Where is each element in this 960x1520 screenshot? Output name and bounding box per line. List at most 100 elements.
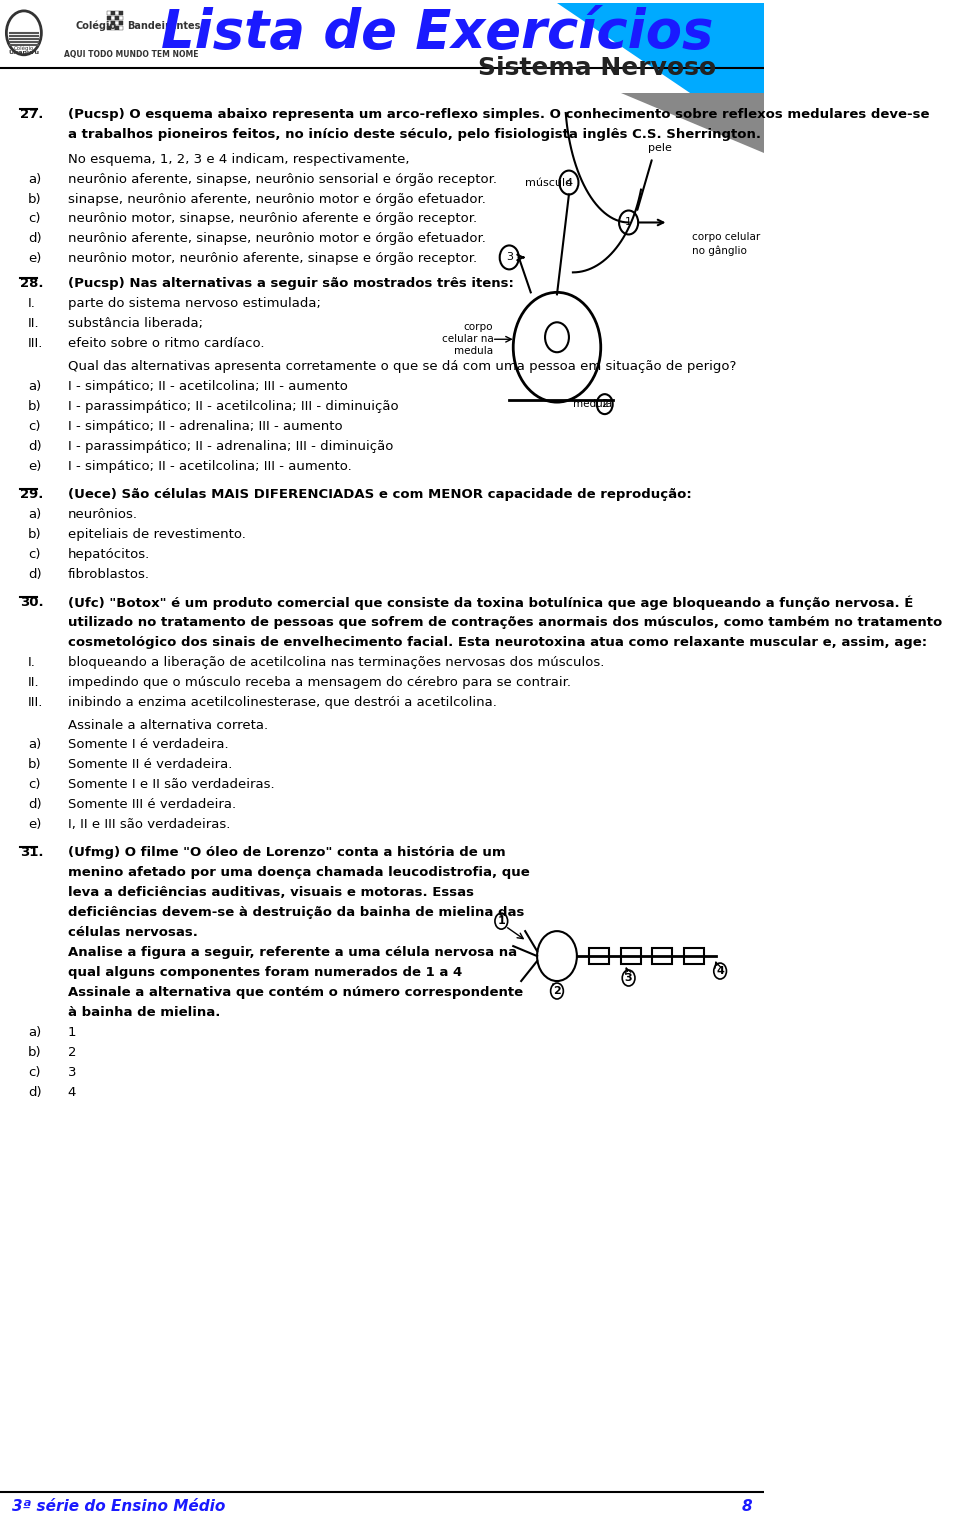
Bar	[653, 948, 672, 964]
Text: (Pucsp) O esquema abaixo representa um arco-reflexo simples. O conhecimento sobr: (Pucsp) O esquema abaixo representa um a…	[67, 108, 929, 120]
Text: d): d)	[28, 233, 41, 245]
Bar	[111, 15, 114, 20]
Text: qual alguns componentes foram numerados de 1 a 4: qual alguns componentes foram numerados …	[67, 967, 462, 979]
Bar	[108, 15, 110, 20]
Text: I - parassimpático; II - acetilcolina; III - diminuição: I - parassimpático; II - acetilcolina; I…	[67, 400, 398, 413]
Text: 2: 2	[67, 1046, 76, 1059]
Text: à bainha de mielina.: à bainha de mielina.	[67, 1006, 220, 1018]
Text: Uirapuru: Uirapuru	[9, 50, 39, 55]
Text: Analise a figura a seguir, referente a uma célula nervosa na: Analise a figura a seguir, referente a u…	[67, 945, 516, 959]
Text: Somente III é verdadeira.: Somente III é verdadeira.	[67, 798, 236, 812]
Text: III.: III.	[28, 337, 43, 350]
Text: células nervosas.: células nervosas.	[67, 926, 198, 939]
Text: 4: 4	[565, 178, 572, 187]
Bar	[115, 11, 118, 15]
Bar	[108, 21, 110, 24]
Text: a trabalhos pioneiros feitos, no início deste século, pelo fisiologista inglês C: a trabalhos pioneiros feitos, no início …	[67, 128, 760, 141]
Text: I, II e III são verdadeiras.: I, II e III são verdadeiras.	[67, 818, 230, 831]
Text: 31.: 31.	[20, 847, 43, 859]
Text: substância liberada;: substância liberada;	[67, 318, 203, 330]
Bar	[111, 26, 114, 30]
Bar	[115, 15, 118, 20]
Text: I - simpático; II - acetilcolina; III - aumento.: I - simpático; II - acetilcolina; III - …	[67, 461, 351, 473]
Text: menino afetado por uma doença chamada leucodistrofia, que: menino afetado por uma doença chamada le…	[67, 866, 529, 879]
Text: 3: 3	[67, 1066, 76, 1079]
Text: b): b)	[28, 400, 41, 413]
Text: 3: 3	[506, 252, 513, 263]
Text: no gânglio: no gânglio	[692, 245, 747, 255]
Text: leva a deficiências auditivas, visuais e motoras. Essas: leva a deficiências auditivas, visuais e…	[67, 886, 473, 900]
Text: neurônio aferente, sinapse, neurônio sensorial e órgão receptor.: neurônio aferente, sinapse, neurônio sen…	[67, 173, 496, 185]
Text: 1: 1	[497, 917, 505, 926]
Text: utilizado no tratamento de pessoas que sofrem de contrações anormais dos músculo: utilizado no tratamento de pessoas que s…	[67, 616, 942, 629]
Text: músculo: músculo	[525, 178, 572, 187]
Text: neurônio motor, sinapse, neurônio aferente e órgão receptor.: neurônio motor, sinapse, neurônio aferen…	[67, 213, 477, 225]
Bar	[588, 948, 609, 964]
Text: I - simpático; II - adrenalina; III - aumento: I - simpático; II - adrenalina; III - au…	[67, 420, 343, 433]
Bar	[108, 26, 110, 30]
Text: a): a)	[28, 380, 41, 394]
Text: neurônio aferente, sinapse, neurônio motor e órgão efetuador.: neurônio aferente, sinapse, neurônio mot…	[67, 233, 486, 245]
Text: 8: 8	[741, 1499, 752, 1514]
Text: d): d)	[28, 1085, 41, 1099]
Text: medula: medula	[454, 347, 493, 356]
Text: medula: medula	[573, 400, 612, 409]
Polygon shape	[621, 93, 764, 152]
Text: II.: II.	[28, 675, 39, 689]
Text: I.: I.	[28, 655, 36, 669]
Text: 2: 2	[601, 400, 609, 409]
Text: (Uece) São células MAIS DIFERENCIADAS e com MENOR capacidade de reprodução:: (Uece) São células MAIS DIFERENCIADAS e …	[67, 488, 691, 502]
Polygon shape	[557, 3, 764, 143]
Bar	[684, 948, 705, 964]
Text: pele: pele	[649, 143, 672, 152]
Text: a): a)	[28, 739, 41, 751]
Text: corpo celular: corpo celular	[692, 233, 760, 243]
Text: e): e)	[28, 252, 41, 266]
Text: c): c)	[28, 420, 40, 433]
Text: c): c)	[28, 547, 40, 561]
Text: 2: 2	[553, 986, 561, 996]
Text: d): d)	[28, 798, 41, 812]
Text: neurônios.: neurônios.	[67, 508, 137, 521]
Text: Somente I é verdadeira.: Somente I é verdadeira.	[67, 739, 228, 751]
Text: e): e)	[28, 818, 41, 831]
Bar	[119, 11, 123, 15]
Bar	[111, 21, 114, 24]
Text: III.: III.	[28, 696, 43, 708]
Bar	[111, 11, 114, 15]
Text: c): c)	[28, 778, 40, 792]
Text: sinapse, neurônio aferente, neurônio motor e órgão efetuador.: sinapse, neurônio aferente, neurônio mot…	[67, 193, 486, 205]
Text: b): b)	[28, 527, 41, 541]
Text: 3ª série do Ensino Médio: 3ª série do Ensino Médio	[12, 1499, 226, 1514]
Text: d): d)	[28, 441, 41, 453]
Text: Bandeirantes: Bandeirantes	[128, 21, 201, 30]
Text: corpo: corpo	[464, 322, 493, 333]
Bar	[115, 21, 118, 24]
Text: hepatócitos.: hepatócitos.	[67, 547, 150, 561]
Text: 28.: 28.	[20, 277, 43, 290]
Text: a): a)	[28, 173, 41, 185]
Bar	[119, 21, 123, 24]
Bar	[108, 11, 110, 15]
Text: fibroblastos.: fibroblastos.	[67, 568, 150, 581]
Text: e): e)	[28, 461, 41, 473]
Text: celular na: celular na	[442, 334, 493, 344]
Text: (Ufmg) O filme "O óleo de Lorenzo" conta a história de um: (Ufmg) O filme "O óleo de Lorenzo" conta…	[67, 847, 505, 859]
Bar	[621, 948, 640, 964]
Bar	[119, 26, 123, 30]
Text: a): a)	[28, 1026, 41, 1040]
Text: efeito sobre o ritmo cardíaco.: efeito sobre o ritmo cardíaco.	[67, 337, 264, 350]
Text: b): b)	[28, 193, 41, 205]
Text: c): c)	[28, 213, 40, 225]
Text: Qual das alternativas apresenta corretamente o que se dá com uma pessoa em situa: Qual das alternativas apresenta corretam…	[67, 360, 736, 374]
Text: (Ufc) "Botox" é um produto comercial que consiste da toxina botulínica que age b: (Ufc) "Botox" é um produto comercial que…	[67, 596, 913, 610]
Text: impedindo que o músculo receba a mensagem do cérebro para se contrair.: impedindo que o músculo receba a mensage…	[67, 675, 570, 689]
Text: 3: 3	[625, 973, 633, 983]
Text: bloqueando a liberação de acetilcolina nas terminações nervosas dos músculos.: bloqueando a liberação de acetilcolina n…	[67, 655, 604, 669]
Text: II.: II.	[28, 318, 39, 330]
Text: b): b)	[28, 1046, 41, 1059]
Text: No esquema, 1, 2, 3 e 4 indicam, respectivamente,: No esquema, 1, 2, 3 e 4 indicam, respect…	[67, 152, 409, 166]
Text: 1: 1	[625, 217, 632, 228]
Text: a): a)	[28, 508, 41, 521]
Text: parte do sistema nervoso estimulada;: parte do sistema nervoso estimulada;	[67, 298, 321, 310]
